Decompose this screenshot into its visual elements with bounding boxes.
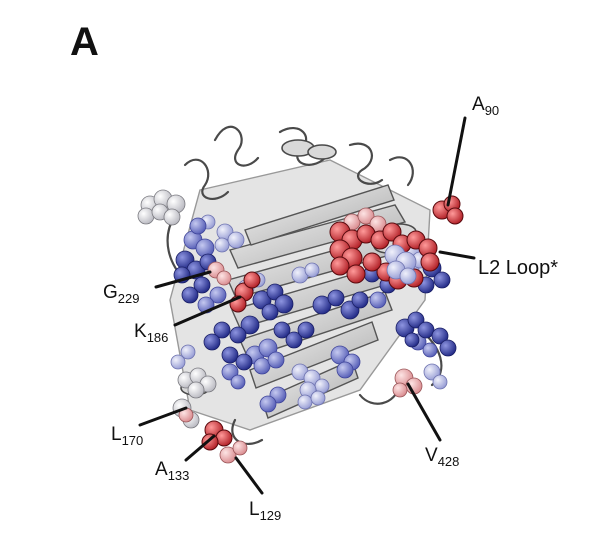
atoms-light-blue-center: [384, 244, 417, 285]
label-a90-base: A: [472, 94, 485, 115]
label-a133-sub: 133: [167, 468, 190, 483]
leader-a90: [446, 116, 467, 207]
atoms-light-red: [178, 207, 423, 464]
label-k186: K186: [134, 321, 168, 344]
label-k186-base: K: [134, 321, 147, 342]
leader-l2: [438, 250, 476, 260]
label-g229-sub: 229: [117, 291, 140, 306]
leader-l129: [234, 456, 264, 495]
label-v428-sub: 428: [437, 454, 460, 469]
label-g229-base: G: [103, 282, 118, 303]
label-l170-base: L: [111, 424, 122, 445]
atoms-strong-blue: [173, 250, 457, 371]
leader-v428: [406, 382, 442, 442]
label-v428-base: V: [425, 445, 438, 466]
label-l170-sub: 170: [121, 433, 144, 448]
label-l129-sub: 129: [259, 508, 282, 523]
label-l2-loop: L2 Loop*: [478, 257, 559, 279]
label-a133: A133: [155, 459, 189, 482]
panel-letter: A: [70, 20, 99, 64]
leader-l170: [138, 406, 188, 427]
leader-a133: [184, 434, 216, 462]
label-g229: G229: [103, 282, 139, 305]
label-k186-sub: 186: [146, 330, 169, 345]
label-a90-sub: 90: [484, 103, 500, 118]
leader-k186: [173, 295, 242, 327]
leader-g229: [154, 270, 212, 289]
label-v428: V428: [425, 445, 459, 468]
leader-lines: [138, 116, 476, 495]
label-l129: L129: [249, 499, 281, 522]
label-l129-base: L: [249, 499, 260, 520]
atoms-white: [137, 189, 217, 429]
label-a90: A90: [472, 94, 499, 117]
label-l170: L170: [111, 424, 143, 447]
label-a133-base: A: [155, 459, 168, 480]
